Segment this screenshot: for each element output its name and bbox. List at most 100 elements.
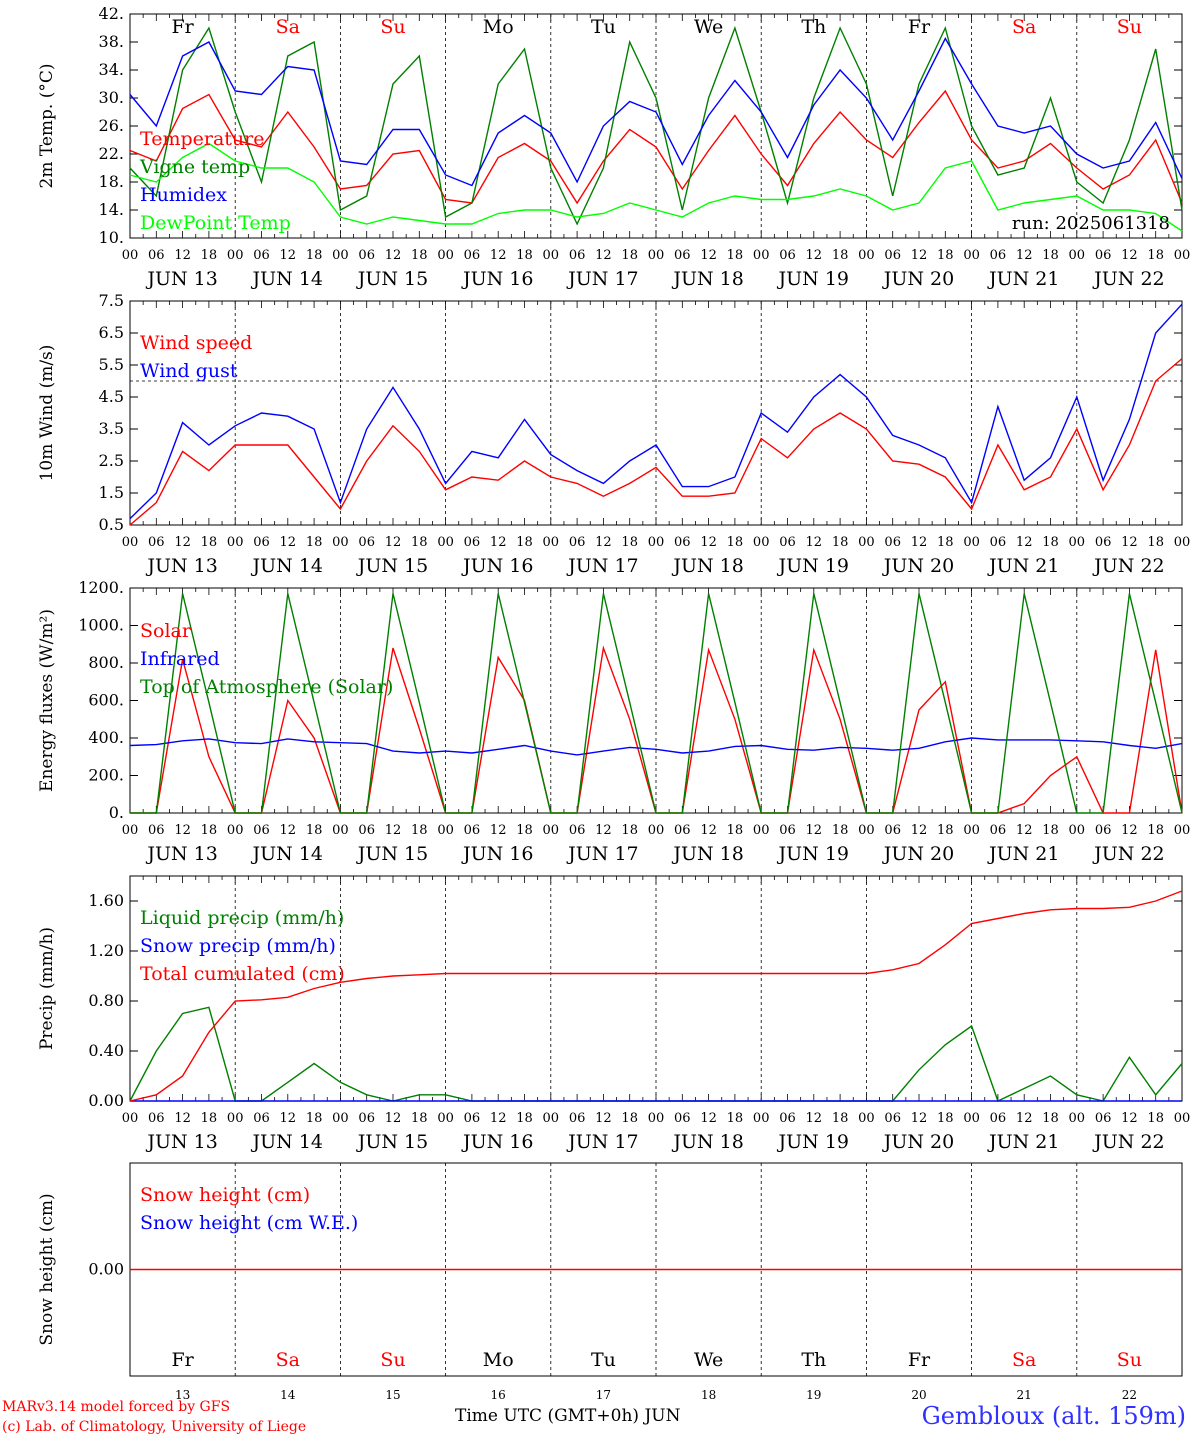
hour-tick-label: 06: [253, 1111, 270, 1126]
date-label: JUN 13: [145, 843, 217, 865]
hour-tick-label: 18: [411, 535, 428, 550]
date-label: JUN 17: [566, 268, 638, 290]
hour-tick-label: 12: [700, 248, 717, 263]
hour-tick-label: 00: [1174, 1111, 1191, 1126]
hour-tick-label: 00: [543, 1111, 560, 1126]
y-tick-label: 7.5: [99, 291, 124, 310]
hour-tick-label: 12: [385, 248, 402, 263]
weekday-label: Fr: [908, 16, 931, 38]
hour-tick-label: 18: [411, 823, 428, 838]
date-label: JUN 20: [882, 555, 954, 577]
hour-tick-label: 12: [280, 535, 297, 550]
hour-tick-label: 06: [674, 535, 691, 550]
y-tick-label: 800.: [88, 653, 124, 672]
hour-tick-label: 18: [516, 1111, 533, 1126]
y-tick-label: 3.5: [99, 419, 124, 438]
hour-tick-label: 00: [437, 248, 454, 263]
legend-label: Snow height (cm W.E.): [140, 1212, 358, 1234]
y-tick-label: 0.: [109, 803, 124, 822]
hour-tick-label: 00: [858, 823, 875, 838]
hour-tick-label: 06: [990, 248, 1007, 263]
hour-tick-label: 12: [595, 248, 612, 263]
hour-tick-label: 06: [253, 823, 270, 838]
y-tick-label: 14.: [99, 200, 124, 219]
hour-tick-label: 06: [990, 535, 1007, 550]
panel-frame: [129, 300, 1183, 526]
y-axis-label: Snow height (cm): [37, 1193, 57, 1345]
hour-tick-label: 12: [700, 1111, 717, 1126]
y-tick-label: 0.00: [88, 1260, 124, 1279]
hour-tick-label: 00: [648, 535, 665, 550]
y-tick-label: 1.5: [99, 483, 124, 502]
hour-tick-label: 06: [1095, 1111, 1112, 1126]
hour-tick-label: 00: [1069, 823, 1086, 838]
date-label: JUN 20: [882, 843, 954, 865]
y-tick-label: 600.: [88, 691, 124, 710]
hour-tick-label: 06: [358, 1111, 375, 1126]
y-tick-label: 0.5: [99, 515, 124, 534]
y-axis-label: Precip (mm/h): [37, 927, 57, 1050]
hour-tick-label: 00: [1174, 535, 1191, 550]
hour-tick-label: 00: [543, 248, 560, 263]
hour-tick-label: 06: [1095, 248, 1112, 263]
hour-tick-label: 00: [122, 535, 139, 550]
hour-tick-label: 06: [569, 1111, 586, 1126]
hour-tick-label: 18: [1147, 1111, 1164, 1126]
hour-tick-label: 18: [1147, 248, 1164, 263]
hour-tick-label: 18: [411, 1111, 428, 1126]
hour-tick-label: 18: [621, 535, 638, 550]
weekday-label: Sa: [276, 1349, 300, 1371]
hour-tick-label: 06: [884, 1111, 901, 1126]
hour-tick-label: 00: [122, 823, 139, 838]
weekday-label: We: [694, 16, 723, 38]
y-tick-label: 1.60: [88, 891, 124, 910]
date-label: JUN 17: [566, 555, 638, 577]
hour-tick-label: 00: [437, 535, 454, 550]
date-label: JUN 17: [566, 843, 638, 865]
y-tick-label: 1.20: [88, 941, 124, 960]
legend-label: Vigne temp: [139, 156, 250, 178]
hour-tick-label: 12: [911, 535, 928, 550]
date-label: JUN 16: [461, 1131, 533, 1153]
hour-tick-label: 12: [490, 1111, 507, 1126]
hour-tick-label: 18: [201, 1111, 218, 1126]
hour-tick-label: 12: [280, 823, 297, 838]
hour-tick-label: 12: [385, 823, 402, 838]
hour-tick-label: 06: [779, 535, 796, 550]
hour-tick-label: 12: [1121, 248, 1138, 263]
date-label: JUN 19: [777, 843, 849, 865]
hour-tick-label: 00: [1069, 248, 1086, 263]
hour-tick-label: 18: [411, 248, 428, 263]
day-number-label: 19: [806, 1388, 821, 1402]
y-tick-label: 200.: [88, 766, 124, 785]
hour-tick-label: 06: [569, 535, 586, 550]
day-number-label: 13: [175, 1388, 190, 1402]
hour-tick-label: 12: [490, 248, 507, 263]
day-number-label: 16: [491, 1388, 506, 1402]
date-label: JUN 22: [1092, 843, 1164, 865]
hour-tick-label: 00: [963, 1111, 980, 1126]
y-tick-label: 22.: [99, 144, 124, 163]
day-number-label: 17: [596, 1388, 611, 1402]
hour-tick-label: 12: [806, 1111, 823, 1126]
hour-tick-label: 18: [727, 823, 744, 838]
hour-tick-label: 12: [280, 1111, 297, 1126]
legend-label: Temperature: [140, 128, 264, 150]
hour-tick-label: 18: [516, 248, 533, 263]
hour-tick-label: 00: [858, 1111, 875, 1126]
hour-tick-label: 06: [148, 535, 165, 550]
hour-tick-label: 12: [385, 535, 402, 550]
hour-tick-label: 18: [727, 535, 744, 550]
hour-tick-label: 12: [174, 1111, 191, 1126]
y-tick-label: 400.: [88, 728, 124, 747]
hour-tick-label: 18: [621, 1111, 638, 1126]
hour-tick-label: 06: [253, 248, 270, 263]
y-tick-label: 26.: [99, 116, 124, 135]
weekday-label: Fr: [171, 1349, 194, 1371]
hour-tick-label: 18: [1042, 535, 1059, 550]
hour-tick-label: 12: [1016, 823, 1033, 838]
hour-tick-label: 18: [201, 823, 218, 838]
day-number-label: 22: [1122, 1388, 1137, 1402]
hour-tick-label: 18: [201, 535, 218, 550]
date-label: JUN 19: [777, 555, 849, 577]
